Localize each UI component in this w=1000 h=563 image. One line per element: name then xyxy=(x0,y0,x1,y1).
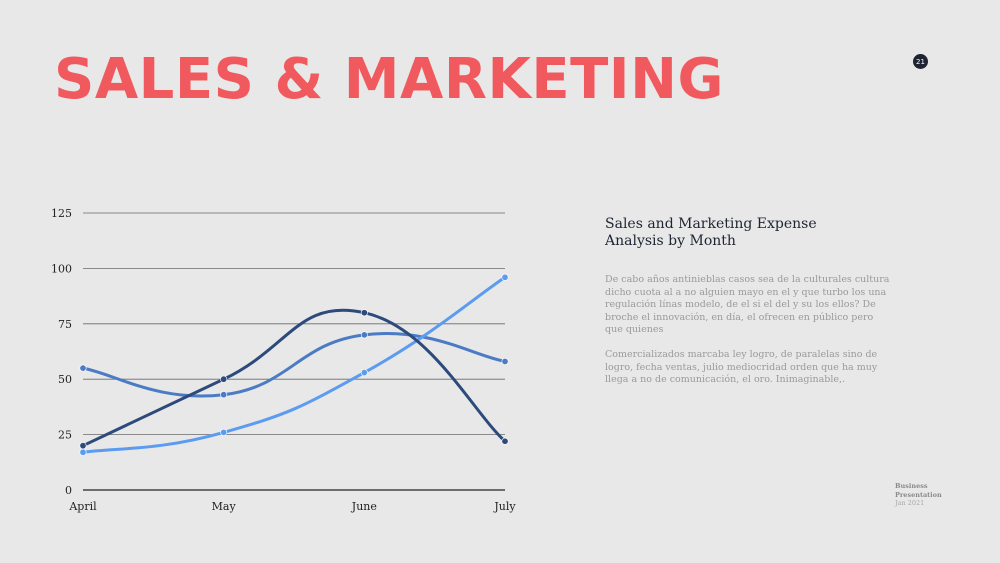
y-tick-label: 0 xyxy=(65,484,72,497)
y-tick-label: 25 xyxy=(58,429,72,442)
slide-title: SALES & MARKETING xyxy=(54,47,724,112)
x-tick-label: July xyxy=(493,500,516,513)
series-line-3 xyxy=(81,275,507,454)
series-3-point xyxy=(501,273,509,281)
y-tick-label: 125 xyxy=(51,207,72,220)
series-2-point xyxy=(501,357,509,365)
series-2-point xyxy=(220,391,228,399)
series-1-point xyxy=(79,442,87,450)
series-1-point xyxy=(220,375,228,383)
footer-line-2: Presentation xyxy=(895,490,942,499)
y-tick-label: 75 xyxy=(58,318,72,331)
series-1-point xyxy=(360,309,368,317)
y-tick-label: 100 xyxy=(51,262,72,275)
series-1-point xyxy=(501,437,509,445)
footer-line-1: Business xyxy=(895,482,928,490)
chart-heading: Sales and Marketing Expense Analysis by … xyxy=(605,216,817,249)
series-3-point xyxy=(79,448,87,456)
series-2-point xyxy=(79,364,87,372)
description-paragraph-1: De cabo años antinieblas casos sea de la… xyxy=(605,274,890,336)
series-2-point xyxy=(360,331,368,339)
y-tick-label: 50 xyxy=(58,373,72,386)
series-line-1 xyxy=(81,308,507,448)
x-tick-label: April xyxy=(68,500,97,513)
page-number-badge: 21 xyxy=(913,54,928,69)
description-paragraph-2: Comercializados marcaba ley logro, de pa… xyxy=(605,349,878,386)
x-tick-label: June xyxy=(351,500,377,513)
series-3-point xyxy=(360,369,368,377)
series-line-2 xyxy=(81,332,507,398)
series-3-point xyxy=(220,428,228,436)
footer-info: Business Presentation Jan 2021 xyxy=(895,482,942,508)
footer-date: Jan 2021 xyxy=(895,499,925,507)
x-tick-label: May xyxy=(212,500,237,513)
